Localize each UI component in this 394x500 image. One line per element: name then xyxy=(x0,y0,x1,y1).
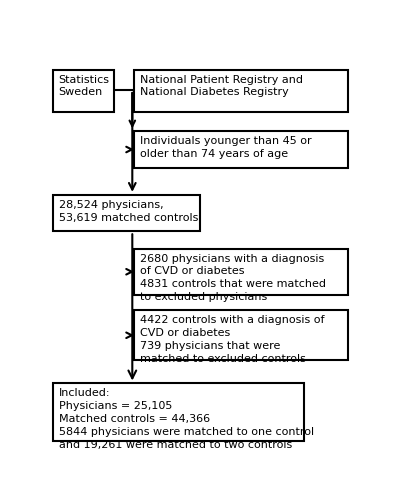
Text: Statistics
Sweden: Statistics Sweden xyxy=(59,74,110,98)
Text: 28,524 physicians,
53,619 matched controls: 28,524 physicians, 53,619 matched contro… xyxy=(59,200,198,222)
FancyBboxPatch shape xyxy=(134,131,348,168)
Text: 4422 controls with a diagnosis of
CVD or diabetes
739 physicians that were
match: 4422 controls with a diagnosis of CVD or… xyxy=(139,316,324,364)
Text: Individuals younger than 45 or
older than 74 years of age: Individuals younger than 45 or older tha… xyxy=(139,136,311,159)
FancyBboxPatch shape xyxy=(53,194,200,232)
Text: National Patient Registry and
National Diabetes Registry: National Patient Registry and National D… xyxy=(139,74,303,98)
Text: Included:
Physicians = 25,105
Matched controls = 44,366
5844 physicians were mat: Included: Physicians = 25,105 Matched co… xyxy=(59,388,314,450)
FancyBboxPatch shape xyxy=(53,70,114,112)
FancyBboxPatch shape xyxy=(134,70,348,112)
Text: 2680 physicians with a diagnosis
of CVD or diabetes
4831 controls that were matc: 2680 physicians with a diagnosis of CVD … xyxy=(139,254,325,302)
FancyBboxPatch shape xyxy=(134,310,348,360)
FancyBboxPatch shape xyxy=(134,248,348,295)
FancyBboxPatch shape xyxy=(53,384,304,441)
